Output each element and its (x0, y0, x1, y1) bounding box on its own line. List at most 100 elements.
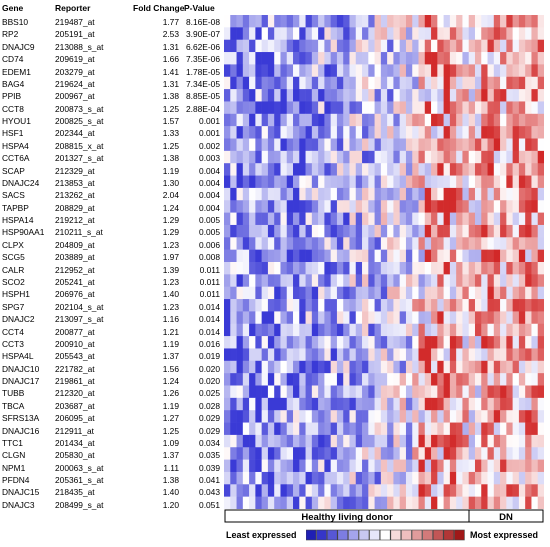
table-row: BBS10 219487_at 1.77 8.16E-08 (0, 16, 224, 28)
heatmap-cell (399, 447, 407, 460)
heatmap-cell (537, 348, 544, 362)
heatmap-cell (274, 187, 281, 201)
heatmap-cell (230, 89, 237, 102)
heatmap-cell (537, 299, 544, 312)
heatmap-cell (518, 311, 526, 325)
heatmap-cell (280, 15, 288, 28)
heatmap-cell (349, 39, 357, 53)
heatmap-cell (412, 237, 419, 250)
heatmap-cell (393, 459, 400, 473)
heatmap-cell (474, 373, 482, 386)
heatmap-cell (224, 434, 231, 448)
heatmap-cell (255, 496, 262, 509)
heatmap-cell (299, 237, 306, 250)
heatmap-cell (506, 397, 513, 411)
heatmap-cell (506, 286, 513, 300)
heatmap-cell (286, 484, 294, 497)
table-row: DNAJC17 219861_at 1.24 0.020 (0, 375, 224, 388)
heatmap-cell (387, 113, 394, 127)
heatmap-cell (537, 76, 544, 90)
heatmap-cell (437, 200, 444, 213)
heatmap-cell (380, 126, 388, 139)
heatmap-cell (349, 311, 357, 325)
heatmap-cell (468, 138, 476, 152)
heatmap-cell (318, 348, 325, 362)
heatmap-cell (537, 126, 544, 139)
heatmap-cell (249, 471, 256, 485)
fold-change-value: 1.19 (162, 338, 179, 349)
heatmap-cell (255, 76, 262, 90)
heatmap-cell (261, 138, 269, 152)
heatmap-cell (355, 422, 363, 436)
heatmap-cell (456, 422, 463, 436)
heatmap-cell (393, 39, 400, 53)
legend-low-label: Least expressed (226, 530, 297, 540)
heatmap-cell (424, 410, 432, 423)
heatmap-cell (299, 101, 306, 115)
heatmap-cell (418, 299, 426, 312)
gene-name: CCT3 (2, 338, 24, 349)
reporter-id: 206095_at (55, 413, 95, 424)
heatmap-cell (418, 385, 426, 399)
heatmap-cell (481, 410, 488, 423)
heatmap-cell (493, 459, 501, 473)
heatmap-cell (399, 200, 407, 213)
heatmap-cell (481, 249, 488, 263)
heatmap-cell (374, 447, 382, 460)
heatmap-cell (274, 336, 281, 349)
legend-swatch (432, 529, 444, 541)
heatmap-cell (286, 249, 294, 263)
heatmap-cell (412, 397, 419, 411)
legend-swatch (390, 529, 402, 541)
heatmap-cell (255, 262, 262, 275)
heatmap-cell (443, 163, 451, 176)
heatmap-cell (343, 175, 350, 189)
heatmap-cell (280, 237, 288, 250)
table-row: CCT8 200873_s_at 1.25 2.88E-04 (0, 102, 224, 116)
heatmap-cell (330, 484, 338, 497)
heatmap-cell (368, 373, 375, 386)
heatmap-cell (393, 410, 400, 423)
heatmap-cell (518, 459, 526, 473)
heatmap-cell (374, 163, 382, 176)
gene-name: CCT4 (2, 326, 24, 337)
heatmap-cell (468, 397, 476, 411)
heatmap-cell (437, 89, 444, 102)
heatmap-cell (293, 175, 300, 189)
heatmap-cell (456, 447, 463, 460)
heatmap-cell (468, 422, 476, 436)
heatmap-cell (336, 286, 344, 300)
heatmap-cell (518, 348, 526, 362)
heatmap-cell (443, 274, 451, 287)
heatmap-cell (261, 373, 269, 386)
heatmap-cell (249, 299, 256, 312)
heatmap-cell (305, 471, 313, 485)
heatmap-cell (412, 360, 419, 374)
heatmap-cell (255, 360, 262, 374)
heatmap-cell (531, 299, 539, 312)
heatmap-cell (286, 311, 294, 325)
heatmap-cell (437, 113, 444, 127)
table-row: SFRS13A 206095_at 1.27 0.029 (0, 412, 224, 424)
p-value: 0.001 (199, 128, 220, 139)
heatmap-cell (531, 348, 539, 362)
heatmap-cell (493, 471, 501, 485)
heatmap-cell (286, 64, 294, 78)
heatmap-cell (474, 299, 482, 312)
heatmap-cell (255, 200, 262, 213)
heatmap-cell (518, 175, 526, 189)
table-row: TTC1 201434_at 1.09 0.034 (0, 437, 224, 449)
heatmap-cell (525, 348, 532, 362)
heatmap-cell (311, 249, 319, 263)
heatmap-cell (236, 200, 244, 213)
heatmap-cell (374, 410, 382, 423)
heatmap-cell (242, 175, 250, 189)
gene-name: BAG4 (2, 78, 25, 89)
heatmap-cell (506, 323, 513, 337)
fold-change-value: 1.39 (162, 264, 179, 275)
heatmap-cell (531, 385, 539, 399)
heatmap-cell (293, 163, 300, 176)
heatmap-cell (255, 385, 262, 399)
heatmap-cell (362, 274, 369, 287)
fold-change-value: 1.26 (162, 388, 179, 399)
